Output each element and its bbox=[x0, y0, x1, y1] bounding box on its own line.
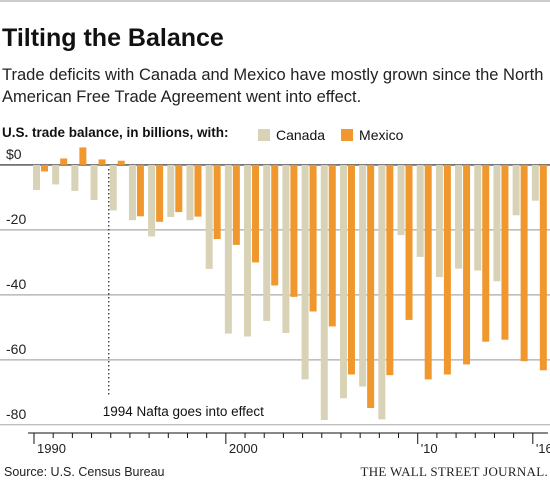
bar bbox=[512, 164, 520, 216]
bar bbox=[424, 164, 432, 380]
bar bbox=[290, 164, 298, 297]
bar bbox=[213, 164, 221, 240]
bar bbox=[156, 164, 164, 222]
bar bbox=[443, 164, 451, 375]
bar bbox=[282, 164, 290, 333]
bar bbox=[493, 164, 501, 282]
bar bbox=[320, 164, 328, 421]
bar bbox=[186, 164, 194, 221]
bar bbox=[117, 160, 125, 165]
bar bbox=[224, 164, 232, 334]
bar bbox=[463, 164, 471, 365]
bar bbox=[232, 164, 240, 245]
y-tick-label: $0 bbox=[6, 146, 22, 162]
bar bbox=[33, 164, 40, 190]
legend-swatch bbox=[258, 129, 270, 141]
chart-title: Tilting the Balance bbox=[2, 24, 224, 52]
bar bbox=[405, 164, 413, 320]
bar bbox=[347, 164, 355, 375]
x-tick-label: '16 bbox=[536, 441, 550, 456]
bar bbox=[194, 164, 202, 217]
legend-title: U.S. trade balance, in billions, with: bbox=[2, 125, 229, 140]
legend: Canada Mexico bbox=[258, 127, 404, 143]
bar bbox=[41, 164, 48, 172]
bar bbox=[367, 164, 375, 408]
bar bbox=[60, 158, 68, 165]
bar bbox=[378, 164, 386, 420]
bar bbox=[271, 164, 279, 286]
credit: THE WALL STREET JOURNAL. bbox=[360, 464, 548, 479]
bar bbox=[71, 164, 79, 191]
bar bbox=[539, 164, 547, 371]
x-tick-label: 2000 bbox=[229, 441, 258, 456]
y-tick-label: -60 bbox=[6, 341, 26, 357]
bar bbox=[148, 164, 156, 237]
bar bbox=[416, 164, 424, 257]
bar bbox=[309, 164, 317, 312]
bar bbox=[359, 164, 367, 387]
legend-swatch bbox=[341, 129, 354, 141]
annotation: 1994 Nafta goes into effect bbox=[103, 404, 264, 419]
bar bbox=[252, 164, 260, 263]
bar bbox=[175, 164, 183, 213]
legend-label: Mexico bbox=[359, 127, 404, 143]
y-tick-label: -20 bbox=[6, 211, 26, 227]
bar bbox=[98, 159, 106, 165]
bar bbox=[52, 164, 60, 185]
bar bbox=[244, 164, 252, 337]
source: Source: U.S. Census Bureau bbox=[4, 465, 165, 479]
x-tick-label: 1990 bbox=[37, 441, 66, 456]
bar bbox=[301, 164, 309, 380]
bar bbox=[328, 164, 336, 327]
bar bbox=[128, 164, 136, 221]
bar bbox=[205, 164, 213, 269]
x-tick-label: '10 bbox=[421, 441, 438, 456]
bar bbox=[474, 164, 482, 271]
bar bbox=[386, 164, 394, 376]
chart-subtitle: Trade deficits with Canada and Mexico ha… bbox=[2, 66, 544, 106]
bar bbox=[501, 164, 509, 340]
y-tick-label: -80 bbox=[6, 406, 26, 422]
bar bbox=[90, 164, 98, 201]
bar bbox=[109, 164, 117, 211]
bar bbox=[520, 164, 528, 362]
bar bbox=[435, 164, 443, 278]
bar bbox=[455, 164, 463, 269]
bar bbox=[167, 164, 175, 217]
bar bbox=[339, 164, 347, 399]
y-tick-label: -40 bbox=[6, 276, 26, 292]
subtitle-box: Trade deficits with Canada and Mexico ha… bbox=[2, 66, 544, 106]
bar bbox=[397, 164, 405, 236]
bar bbox=[531, 164, 539, 201]
bar bbox=[136, 164, 144, 217]
legend-label: Canada bbox=[276, 127, 325, 143]
bar bbox=[263, 164, 271, 321]
bar bbox=[482, 164, 490, 342]
bar bbox=[79, 147, 87, 165]
